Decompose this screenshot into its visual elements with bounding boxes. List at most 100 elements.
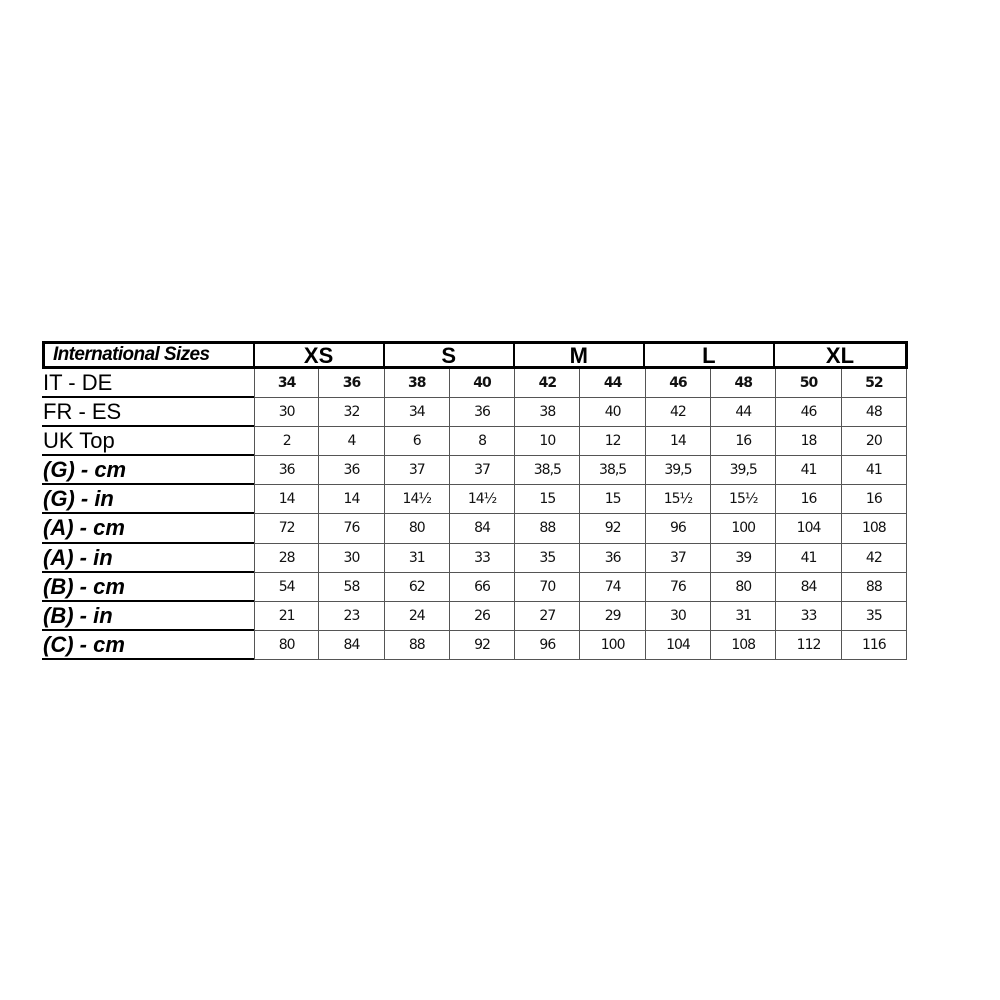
table-cell: 37 — [449, 456, 516, 486]
table-cell: 41 — [776, 543, 842, 573]
row-label: (A) - cm — [42, 514, 254, 544]
table-cell: 54 — [254, 572, 320, 602]
table-cell: 14½ — [449, 485, 516, 515]
table-cell: 38 — [384, 369, 450, 399]
table-cell: 34 — [254, 369, 320, 399]
table-cell: 30 — [319, 543, 385, 573]
size-header-m: M — [515, 344, 645, 368]
table-cell: 33 — [776, 601, 842, 631]
table-cell: 36 — [319, 456, 385, 486]
table-cell: 41 — [841, 456, 907, 486]
row-label: (A) - in — [42, 544, 254, 573]
table-cell: 92 — [580, 514, 646, 544]
table-cell: 62 — [384, 572, 450, 602]
table-cell: 30 — [254, 398, 320, 428]
row-label: (G) - in — [42, 485, 254, 515]
size-header-xs: XS — [255, 344, 385, 368]
table-cell: 14 — [254, 485, 320, 515]
table-cell: 33 — [449, 543, 516, 573]
table-cell: 14½ — [384, 485, 450, 515]
table-cell: 108 — [841, 514, 907, 544]
row-label: (C) - cm — [42, 631, 254, 660]
table-row: (B) - in 21 23 24 26 27 29 30 31 33 35 — [42, 601, 910, 631]
table-cell: 26 — [449, 601, 516, 631]
table-cell: 38 — [515, 398, 581, 428]
table-cell: 14 — [645, 427, 712, 457]
table-cell: 23 — [319, 601, 385, 631]
table-cell: 15½ — [645, 485, 712, 515]
table-cell: 38,5 — [580, 456, 646, 486]
table-cell: 42 — [841, 543, 907, 573]
table-cell: 32 — [319, 398, 385, 428]
table-cell: 36 — [319, 369, 385, 399]
table-cell: 34 — [384, 398, 450, 428]
table-cell: 31 — [711, 601, 777, 631]
table-cell: 44 — [711, 398, 777, 428]
table-cell: 16 — [776, 485, 842, 515]
table-cell: 36 — [580, 543, 646, 573]
table-cell: 116 — [841, 630, 907, 660]
size-header-l: L — [645, 344, 775, 368]
table-cell: 39,5 — [645, 456, 712, 486]
table-cell: 18 — [776, 427, 842, 457]
header-row: International Sizes XS S M L XL — [42, 341, 908, 369]
row-label: FR - ES — [42, 398, 254, 428]
table-cell: 36 — [254, 456, 320, 486]
table-cell: 39 — [711, 543, 777, 573]
size-header-s: S — [385, 344, 515, 368]
table-cell: 31 — [384, 543, 450, 573]
table-cell: 112 — [776, 630, 842, 660]
table-cell: 20 — [841, 427, 907, 457]
table-cell: 88 — [384, 630, 450, 660]
table-cell: 6 — [384, 427, 450, 457]
table-cell: 28 — [254, 543, 320, 573]
table-row: UK Top 2 4 6 8 10 12 14 16 18 20 — [42, 427, 910, 457]
table-cell: 48 — [711, 369, 777, 399]
table-cell: 100 — [711, 514, 777, 544]
table-cell: 40 — [449, 369, 516, 399]
table-cell: 44 — [580, 369, 646, 399]
table-cell: 96 — [645, 514, 712, 544]
table-cell: 58 — [319, 572, 385, 602]
table-row: (B) - cm 54 58 62 66 70 74 76 80 84 88 — [42, 572, 910, 602]
table-cell: 104 — [776, 514, 842, 544]
table-cell: 12 — [580, 427, 646, 457]
table-cell: 10 — [515, 427, 581, 457]
size-chart-table: International Sizes XS S M L XL IT - DE 3… — [42, 341, 910, 660]
table-cell: 66 — [449, 572, 516, 602]
table-cell: 74 — [580, 572, 646, 602]
table-cell: 16 — [711, 427, 777, 457]
table-row: (C) - cm 80 84 88 92 96 100 104 108 112 116 — [42, 630, 910, 660]
table-cell: 96 — [515, 630, 581, 660]
table-cell: 8 — [449, 427, 516, 457]
table-cell: 30 — [645, 601, 712, 631]
row-label: (B) - in — [42, 602, 254, 631]
table-row: (G) - cm 36 36 37 37 38,5 38,5 39,5 39,5 41 41 — [42, 456, 910, 486]
table-cell: 38,5 — [515, 456, 581, 486]
table-row: (A) - cm 72 76 80 84 88 92 96 100 104 108 — [42, 514, 910, 544]
table-cell: 52 — [841, 369, 907, 399]
table-cell: 46 — [645, 369, 712, 399]
table-cell: 15 — [515, 485, 581, 515]
row-label: UK Top — [42, 427, 254, 457]
table-body: IT - DE 34 36 38 40 42 44 46 48 50 52 FR - ES 30 32 34… — [42, 369, 910, 660]
table-cell: 80 — [384, 514, 450, 544]
table-cell: 29 — [580, 601, 646, 631]
table-cell: 35 — [515, 543, 581, 573]
table-cell: 72 — [254, 514, 320, 544]
table-row: (A) - in 28 30 31 33 35 36 37 39 41 42 — [42, 543, 910, 573]
row-label: (B) - cm — [42, 573, 254, 602]
table-cell: 40 — [580, 398, 646, 428]
table-cell: 80 — [254, 630, 320, 660]
table-cell: 48 — [841, 398, 907, 428]
table-cell: 41 — [776, 456, 842, 486]
table-cell: 88 — [515, 514, 581, 544]
table-cell: 16 — [841, 485, 907, 515]
table-cell: 2 — [254, 427, 320, 457]
table-cell: 37 — [645, 543, 712, 573]
table-cell: 14 — [319, 485, 385, 515]
row-label: IT - DE — [42, 369, 254, 399]
table-cell: 46 — [776, 398, 842, 428]
table-cell: 104 — [645, 630, 712, 660]
table-cell: 15 — [580, 485, 646, 515]
